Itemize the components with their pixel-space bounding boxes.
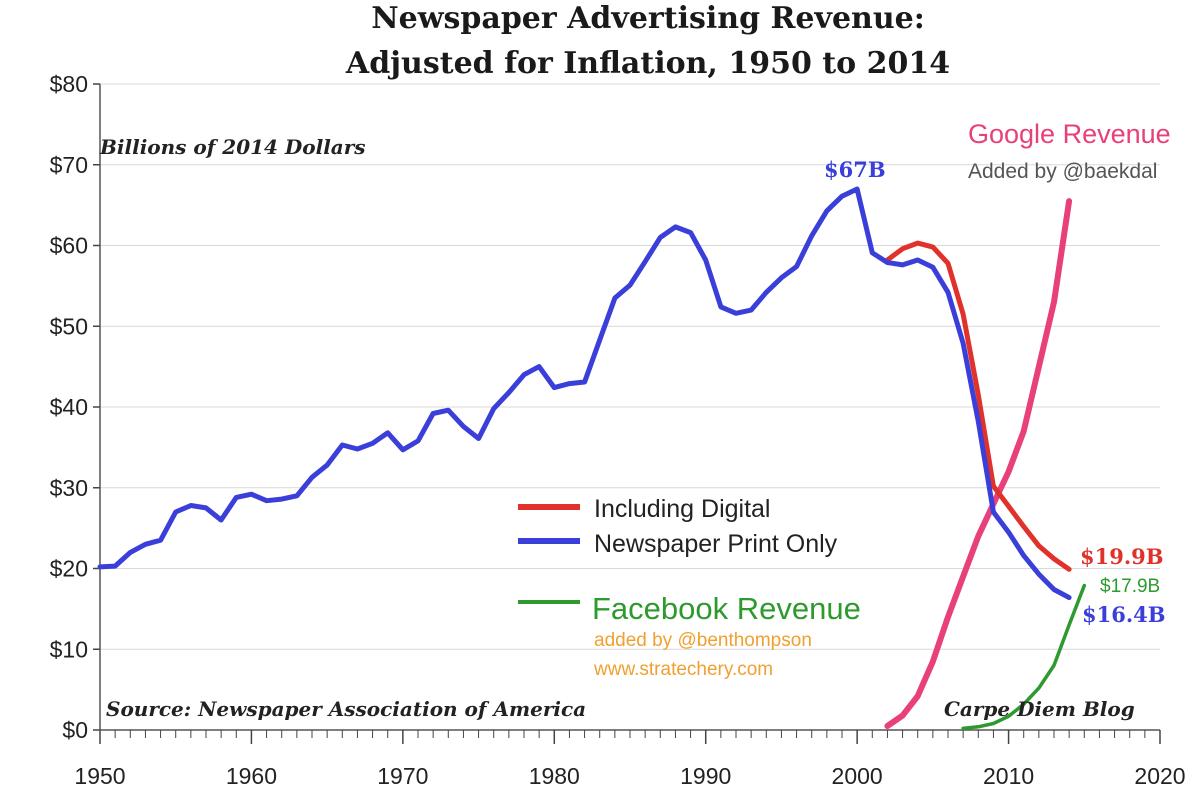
y-tick-label: $10: [50, 636, 88, 662]
x-tick-label: 2010: [983, 763, 1034, 789]
y-tick-label: $0: [62, 717, 88, 743]
series-line-facebook: [961, 583, 1087, 731]
axes: $0 $10 $20 $30 $40 $50 $60 $70 $80 1950 1960 1970 19…: [50, 71, 1186, 789]
y-tick-label: $70: [50, 152, 88, 178]
y-axis-unit-label: Billions of 2014 Dollars: [99, 135, 366, 159]
y-tick-label: $30: [50, 475, 88, 501]
legend-label-digital: Including Digital: [594, 495, 771, 523]
x-tick-label: 1960: [226, 763, 277, 789]
y-tick-label: $40: [50, 394, 88, 420]
grid-lines: [100, 83, 1160, 650]
x-tick-label: 1990: [680, 763, 731, 789]
source-note: Source: Newspaper Association of America: [106, 697, 586, 721]
x-tick-label: 2000: [832, 763, 883, 789]
series-lines: [97, 186, 1087, 731]
google-label: Google Revenue: [968, 119, 1171, 149]
x-tick-label: 1980: [529, 763, 580, 789]
x-tick-label: 1950: [74, 763, 125, 789]
series-line-print: [97, 186, 1072, 601]
chart-title-line-1: Newspaper Advertising Revenue:: [371, 1, 925, 36]
facebook-end-label: $17.9B: [1100, 576, 1160, 597]
series-line-google: [884, 198, 1073, 729]
x-tick-label: 1970: [377, 763, 428, 789]
credit-note: Carpe Diem Blog: [944, 697, 1135, 721]
print-end-label: $16.4B: [1082, 602, 1166, 627]
facebook-credit-site: www.stratechery.com: [593, 659, 773, 680]
facebook-credit-author: added by @benthompson: [594, 630, 812, 651]
peak-label: $67B: [824, 157, 886, 182]
y-tick-label: $20: [50, 556, 88, 582]
y-tick-label: $50: [50, 313, 88, 339]
legend-label-facebook: Facebook Revenue: [592, 591, 861, 626]
y-tick-label: $60: [50, 233, 88, 259]
y-tick-label: $80: [50, 71, 88, 97]
x-tick-label: 2020: [1134, 763, 1185, 789]
digital-end-label: $19.9B: [1080, 544, 1164, 569]
google-credit: Added by @baekdal: [968, 160, 1157, 183]
legend-label-print: Newspaper Print Only: [594, 530, 838, 558]
series-line-digital: [884, 240, 1072, 572]
chart-title-line-2: Adjusted for Inflation, 1950 to 2014: [345, 46, 950, 81]
